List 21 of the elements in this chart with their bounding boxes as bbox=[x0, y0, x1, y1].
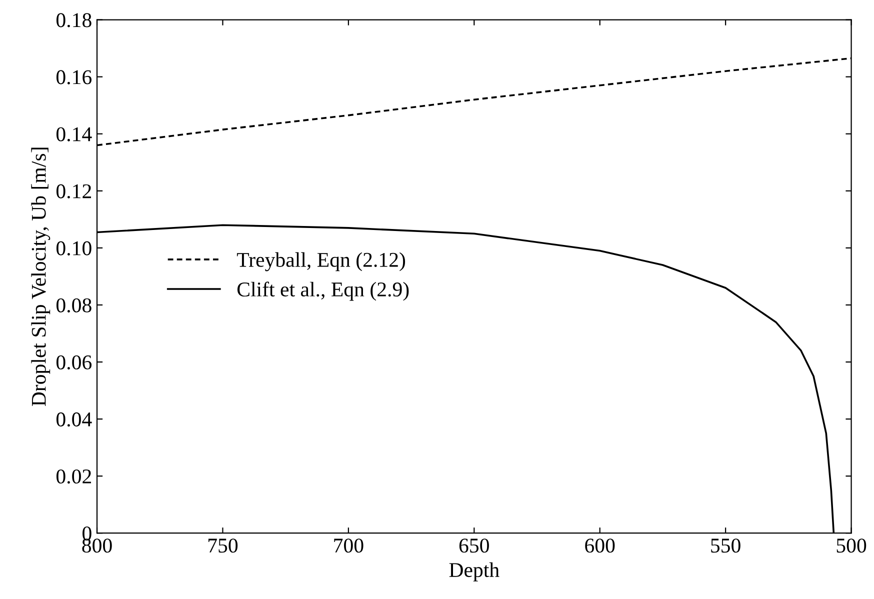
x-tick-label: 800 bbox=[82, 538, 112, 553]
legend-label: Clift et al., Eqn (2.9) bbox=[237, 282, 409, 301]
y-axis-title: Droplet Slip Velocity, Ub [m/s] bbox=[31, 148, 50, 406]
y-tick-label: 0.14 bbox=[56, 127, 92, 142]
x-tick-label: 600 bbox=[585, 538, 615, 553]
legend-label: Treyball, Eqn (2.12) bbox=[236, 252, 406, 272]
y-tick-label: 0 bbox=[82, 526, 92, 541]
x-axis-title: Depth bbox=[449, 562, 500, 582]
y-tick-label: 0.06 bbox=[56, 355, 92, 370]
x-tick-label: 700 bbox=[334, 538, 364, 553]
x-tick-label: 500 bbox=[836, 538, 866, 553]
y-tick-label: 0.08 bbox=[56, 298, 92, 312]
y-tick-label: 0.12 bbox=[56, 184, 92, 198]
x-tick-label: 750 bbox=[208, 538, 238, 553]
y-tick-label: 0.18 bbox=[56, 13, 92, 28]
y-tick-label: 0.16 bbox=[56, 70, 92, 84]
x-tick-label: 650 bbox=[459, 538, 489, 553]
x-tick-label: 550 bbox=[711, 538, 740, 553]
y-tick-label: 0.02 bbox=[56, 469, 92, 484]
y-tick-label: 0.04 bbox=[56, 412, 92, 427]
y-tick-label: 0.10 bbox=[56, 241, 92, 256]
